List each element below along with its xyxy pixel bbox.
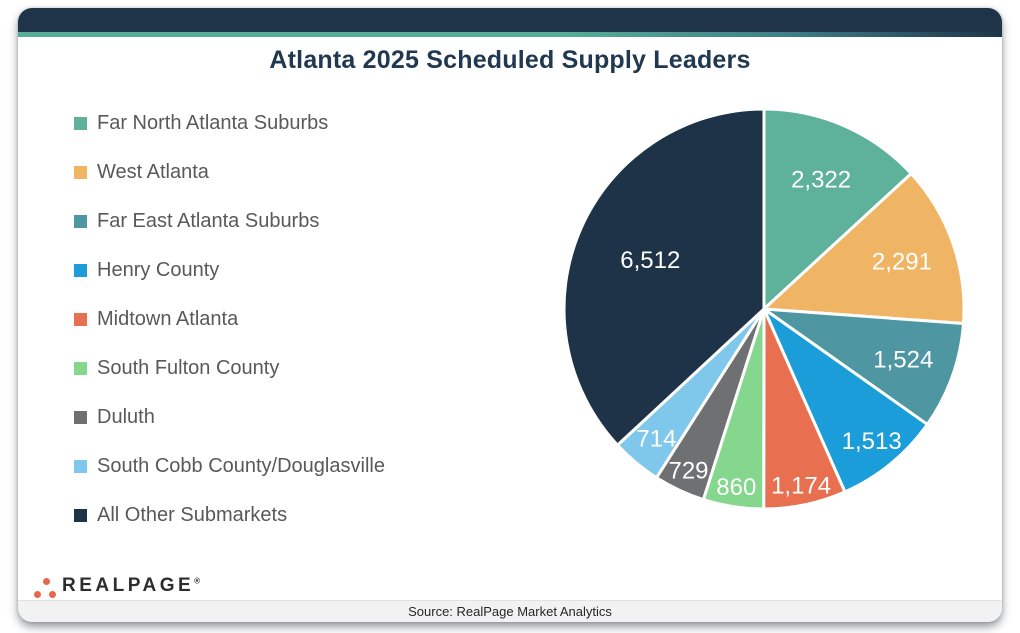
page-title: Atlanta 2025 Scheduled Supply Leaders <box>269 46 751 74</box>
legend: Far North Atlanta Suburbs West Atlanta F… <box>74 112 385 526</box>
pie-slice-label: 1,513 <box>842 428 902 455</box>
pie-slice-label: 2,322 <box>791 166 851 193</box>
source-text: Source: RealPage Market Analytics <box>408 604 612 619</box>
legend-swatch-icon <box>74 263 87 277</box>
source-bar: Source: RealPage Market Analytics <box>18 600 1002 622</box>
legend-item-label: All Other Submarkets <box>97 503 288 526</box>
pie-slice-label: 729 <box>668 458 708 485</box>
legend-item-label: Duluth <box>97 405 155 428</box>
pie-slice <box>762 172 966 325</box>
legend-item-label: Far East Atlanta Suburbs <box>97 209 320 232</box>
legend-item-label: South Fulton County <box>97 356 280 379</box>
legend-swatch-icon <box>74 165 87 179</box>
pie-slice <box>762 107 913 311</box>
legend-item: Duluth <box>74 406 385 428</box>
pie-slice-label: 714 <box>636 426 676 453</box>
legend-item: Far North Atlanta Suburbs <box>74 112 385 134</box>
legend-item: South Cobb County/Douglasville <box>74 455 385 477</box>
legend-item: All Other Submarkets <box>74 504 385 526</box>
realpage-logo: REALPAGE® <box>33 574 200 598</box>
brand-name: REALPAGE® <box>62 575 200 597</box>
legend-swatch-icon <box>74 361 87 375</box>
header-bar <box>18 8 1002 32</box>
legend-item-label: South Cobb County/Douglasville <box>97 454 385 477</box>
legend-item: South Fulton County <box>74 357 385 379</box>
pie-slice <box>762 307 929 494</box>
legend-item-label: Far North Atlanta Suburbs <box>97 111 329 134</box>
legend-item-label: Henry County <box>97 258 220 281</box>
legend-item: Far East Atlanta Suburbs <box>74 210 385 232</box>
legend-swatch-icon <box>74 214 87 228</box>
pie-slice-label: 6,512 <box>620 247 680 274</box>
legend-item-label: Midtown Atlanta <box>97 307 239 330</box>
legend-swatch-icon <box>74 410 87 424</box>
registered-mark: ® <box>194 576 201 586</box>
pie-slice <box>562 107 766 447</box>
legend-item: West Atlanta <box>74 161 385 183</box>
pie-slice <box>762 307 965 426</box>
legend-swatch-icon <box>74 508 87 522</box>
pie-slice-label: 860 <box>716 474 756 501</box>
legend-item-label: West Atlanta <box>97 160 209 183</box>
realpage-dots-icon <box>33 574 57 598</box>
legend-item: Henry County <box>74 259 385 281</box>
pie-slice-label: 1,524 <box>873 346 933 373</box>
legend-swatch-icon <box>74 459 87 473</box>
brand-text: REALPAGE <box>62 575 195 596</box>
legend-item: Midtown Atlanta <box>74 308 385 330</box>
pie-slice-label: 1,174 <box>771 473 831 500</box>
chart-card: Atlanta 2025 Scheduled Supply Leaders Fa… <box>18 8 1002 622</box>
pie-slice-label: 2,291 <box>872 248 932 275</box>
accent-line <box>18 32 1002 37</box>
legend-swatch-icon <box>74 116 87 130</box>
pie-chart: 2,322 2,291 1,524 1,513 1,174 860 729 714 6,512 <box>562 107 966 511</box>
legend-swatch-icon <box>74 312 87 326</box>
